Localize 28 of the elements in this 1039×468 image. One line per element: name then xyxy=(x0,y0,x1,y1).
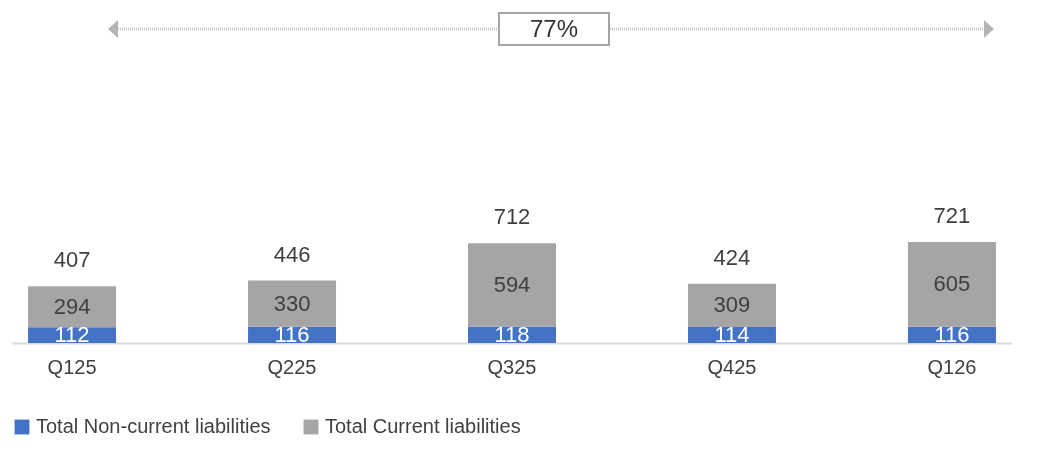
data-label: 116 xyxy=(274,321,310,347)
bar xyxy=(687,283,776,328)
total-label: 712 xyxy=(493,204,531,230)
x-tick-label: Q225 xyxy=(267,355,317,378)
x-tick-label: Q125 xyxy=(47,355,97,378)
bar xyxy=(468,243,556,327)
total-label: 721 xyxy=(933,203,971,228)
total-label: 407 xyxy=(53,247,91,273)
data-label: 294 xyxy=(53,293,91,319)
data-label: 605 xyxy=(933,271,971,297)
data-label: 309 xyxy=(713,292,751,318)
legend-label: Total Current liabilities xyxy=(325,415,521,437)
x-tick-label: Q325 xyxy=(487,355,537,378)
data-label: 330 xyxy=(273,290,311,316)
data-label: 594 xyxy=(493,271,531,297)
data-label: 112 xyxy=(54,322,90,348)
bar xyxy=(248,280,337,327)
bar xyxy=(28,286,117,328)
legend-label: Total Non-current liabilities xyxy=(36,415,271,437)
x-tick-label: Q425 xyxy=(707,355,757,378)
total-label: 424 xyxy=(713,244,751,270)
text: 77% xyxy=(498,12,610,46)
bar xyxy=(907,242,996,327)
total-label: 446 xyxy=(273,241,311,267)
x-tick-label: Q126 xyxy=(927,355,977,378)
data-label: 118 xyxy=(494,321,530,347)
data-label: 116 xyxy=(934,321,970,347)
data-label: 114 xyxy=(714,322,750,348)
